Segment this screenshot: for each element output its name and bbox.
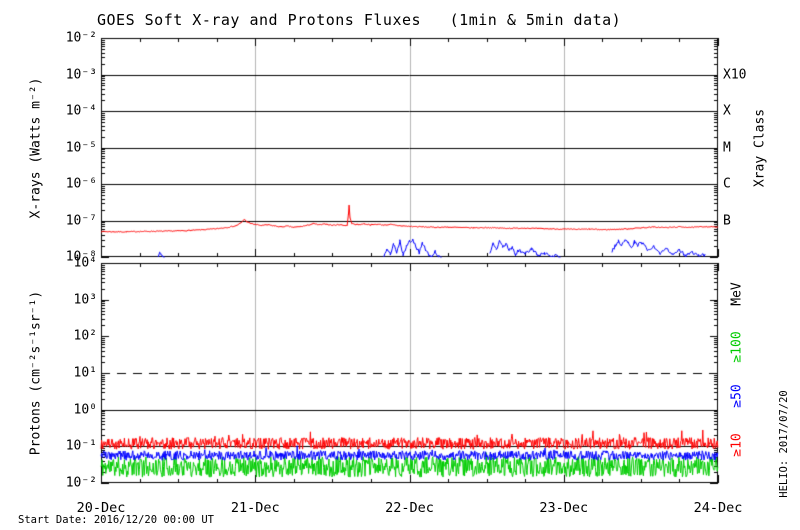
xray-y-axis-label: X-rays (Watts m⁻²) xyxy=(28,77,44,219)
x-axis-date-label: 24-Dec xyxy=(693,500,743,516)
y-tick-label: 10⁻⁷ xyxy=(65,213,97,228)
xray-class-label: M xyxy=(723,140,731,155)
y-tick-label: 10⁻¹ xyxy=(65,438,97,454)
x-axis-date-label: 22-Dec xyxy=(385,500,434,516)
proton-threshold-label: ≥100 xyxy=(729,331,745,363)
x-axis-date-label: 20-Dec xyxy=(76,500,126,516)
x-axis-date-label: 21-Dec xyxy=(230,500,280,516)
y-tick-label: 10⁻⁴ xyxy=(65,103,97,119)
y-tick-label: 10⁰ xyxy=(73,402,97,418)
xray-class-label: B xyxy=(723,213,731,228)
xray-class-axis-label: Xray Class xyxy=(752,108,768,188)
chart-title: GOES Soft X-ray and Protons Fluxes (1min… xyxy=(97,11,622,29)
y-tick-label: 10³ xyxy=(73,292,97,308)
y-tick-label: 10² xyxy=(73,328,97,344)
proton-threshold-label: ≥10 xyxy=(729,433,745,457)
y-tick-label: 10⁻³ xyxy=(65,67,97,82)
proton-threshold-label: ≥50 xyxy=(729,384,745,408)
y-tick-label: 10⁻⁸ xyxy=(65,249,97,265)
y-tick-label: 10⁻⁶ xyxy=(65,176,97,192)
xray-class-label: C xyxy=(723,176,731,192)
xray-class-label: X10 xyxy=(723,67,747,82)
mev-axis-label: MeV xyxy=(729,282,745,306)
protons-y-axis-label: Protons (cm⁻²s⁻¹sr⁻¹) xyxy=(28,290,44,456)
x-axis-date-label: 23-Dec xyxy=(539,500,589,516)
y-tick-label: 10⁴ xyxy=(73,255,97,271)
y-tick-label: 10⁻⁵ xyxy=(65,140,97,155)
y-tick-label: 10⁻² xyxy=(65,475,97,491)
helio-watermark: HELIO: 2017/07/20 xyxy=(778,390,790,498)
y-tick-label: 10¹ xyxy=(73,365,97,381)
xray-class-label: X xyxy=(723,103,731,119)
y-tick-label: 10⁻² xyxy=(65,30,97,46)
start-date-footer: Start Date: 2016/12/20 00:00 UT xyxy=(18,514,214,526)
